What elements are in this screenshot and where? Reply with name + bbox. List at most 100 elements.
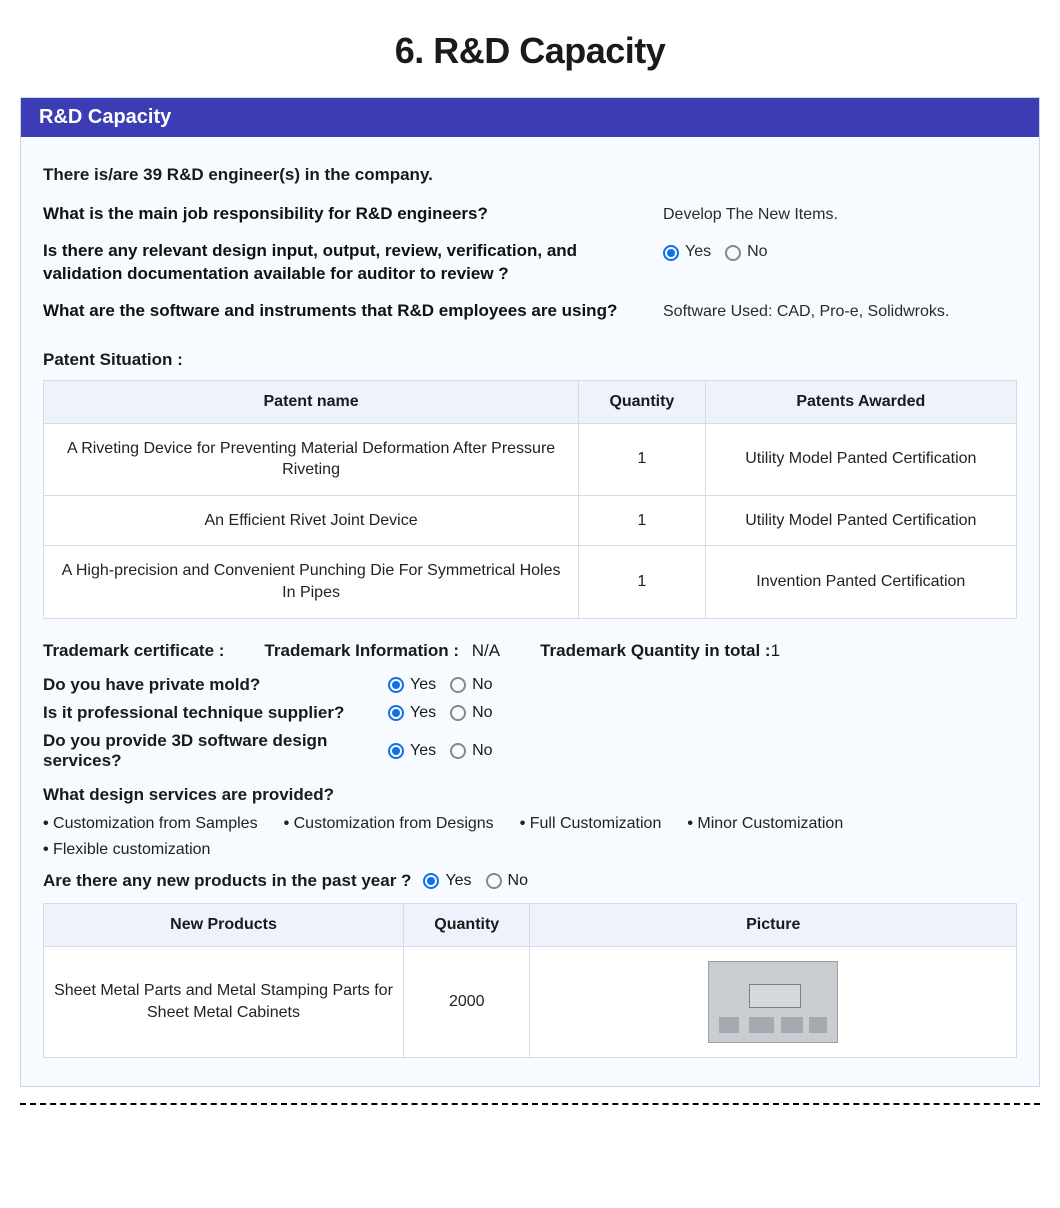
answer-text: Software Used: CAD, Pro-e, Solidwroks. [663, 300, 1017, 323]
radio-dot-icon [486, 873, 502, 889]
yn-new-products: Are there any new products in the past y… [43, 871, 1017, 891]
radio-no[interactable]: No [725, 241, 767, 263]
radio-no[interactable]: No [450, 742, 492, 760]
trademark-qty-value: 1 [771, 641, 780, 660]
radio-label: Yes [410, 676, 436, 694]
radio-dot-icon [450, 743, 466, 759]
radio-group: Yes No [423, 872, 528, 890]
trademark-qty: Trademark Quantity in total :1 [540, 641, 780, 661]
list-item: Minor Customization [687, 815, 843, 833]
cell-product-name: Sheet Metal Parts and Metal Stamping Par… [44, 946, 404, 1057]
question-label: Do you have private mold? [43, 675, 388, 695]
yn-3d-design-service: Do you provide 3D software design servic… [43, 731, 1017, 771]
trademark-info: Trademark Information : N/A [264, 641, 500, 661]
rd-capacity-panel: R&D Capacity There is/are 39 R&D enginee… [20, 97, 1040, 1087]
table-row: A High-precision and Convenient Punching… [44, 546, 1017, 618]
qa-design-documentation: Is there any relevant design input, outp… [43, 240, 1017, 286]
list-item: Customization from Samples [43, 815, 258, 833]
radio-group: Yes No [388, 676, 493, 694]
cell-quantity: 1 [579, 546, 705, 618]
qa-software-instruments: What are the software and instruments th… [43, 300, 1017, 323]
radio-dot-icon [450, 677, 466, 693]
trademark-info-value: N/A [472, 641, 500, 660]
question-label: What is the main job responsibility for … [43, 203, 633, 226]
design-services-label: What design services are provided? [43, 785, 1017, 805]
table-header-row: Patent name Quantity Patents Awarded [44, 380, 1017, 423]
qa-job-responsibility: What is the main job responsibility for … [43, 203, 1017, 226]
radio-group: Yes No [388, 704, 493, 722]
cell-patent-name: An Efficient Rivet Joint Device [44, 495, 579, 546]
radio-dot-icon [388, 743, 404, 759]
radio-yes[interactable]: Yes [388, 676, 436, 694]
answer-text: Develop The New Items. [663, 203, 1017, 226]
new-products-table: New Products Quantity Picture Sheet Meta… [43, 903, 1017, 1058]
radio-dot-icon [388, 705, 404, 721]
radio-yes[interactable]: Yes [663, 241, 711, 263]
col-quantity: Quantity [579, 380, 705, 423]
section-divider [20, 1103, 1040, 1105]
list-item: Full Customization [520, 815, 662, 833]
cell-quantity: 1 [579, 423, 705, 495]
radio-label: No [472, 742, 492, 760]
col-patent-name: Patent name [44, 380, 579, 423]
question-label: Do you provide 3D software design servic… [43, 731, 388, 771]
question-label: Is there any relevant design input, outp… [43, 240, 633, 286]
radio-no[interactable]: No [450, 676, 492, 694]
design-services-list: Customization from Samples Customization… [43, 815, 1017, 833]
radio-label: Yes [410, 742, 436, 760]
radio-label: No [508, 872, 528, 890]
radio-label: No [472, 676, 492, 694]
cell-award: Utility Model Panted Certification [705, 495, 1016, 546]
table-row: Sheet Metal Parts and Metal Stamping Par… [44, 946, 1017, 1057]
cell-award: Invention Panted Certification [705, 546, 1016, 618]
col-patents-awarded: Patents Awarded [705, 380, 1016, 423]
radio-dot-icon [663, 245, 679, 261]
radio-no[interactable]: No [450, 704, 492, 722]
radio-yes[interactable]: Yes [388, 704, 436, 722]
cell-patent-name: A Riveting Device for Preventing Materia… [44, 423, 579, 495]
panel-body: There is/are 39 R&D engineer(s) in the c… [21, 137, 1039, 1086]
cell-award: Utility Model Panted Certification [705, 423, 1016, 495]
trademark-cert-label: Trademark certificate : [43, 641, 224, 661]
panel-header: R&D Capacity [21, 98, 1039, 137]
patent-table: Patent name Quantity Patents Awarded A R… [43, 380, 1017, 619]
radio-group-design-doc: Yes No [663, 241, 1017, 263]
question-label: Is it professional technique supplier? [43, 703, 388, 723]
radio-label: Yes [685, 241, 711, 263]
radio-no[interactable]: No [486, 872, 528, 890]
table-header-row: New Products Quantity Picture [44, 903, 1017, 946]
radio-dot-icon [725, 245, 741, 261]
trademark-qty-label: Trademark Quantity in total : [540, 641, 771, 660]
question-label: Are there any new products in the past y… [43, 871, 411, 891]
list-item: Flexible customization [43, 841, 210, 859]
design-services-list-2: Flexible customization [43, 841, 1017, 859]
cell-picture [530, 946, 1017, 1057]
radio-label: Yes [410, 704, 436, 722]
page-title: 6. R&D Capacity [20, 30, 1040, 72]
col-picture: Picture [530, 903, 1017, 946]
radio-yes[interactable]: Yes [423, 872, 471, 890]
list-item: Customization from Designs [284, 815, 494, 833]
yn-professional-supplier: Is it professional technique supplier? Y… [43, 703, 1017, 723]
intro-engineer-count: There is/are 39 R&D engineer(s) in the c… [43, 165, 1017, 185]
radio-group: Yes No [388, 742, 493, 760]
table-row: A Riveting Device for Preventing Materia… [44, 423, 1017, 495]
radio-label: No [472, 704, 492, 722]
radio-yes[interactable]: Yes [388, 742, 436, 760]
table-row: An Efficient Rivet Joint Device 1 Utilit… [44, 495, 1017, 546]
radio-dot-icon [423, 873, 439, 889]
trademark-info-label: Trademark Information : [264, 641, 459, 660]
col-new-products: New Products [44, 903, 404, 946]
col-quantity: Quantity [404, 903, 530, 946]
radio-label: Yes [445, 872, 471, 890]
cell-quantity: 2000 [404, 946, 530, 1057]
question-label: What are the software and instruments th… [43, 300, 633, 323]
radio-label: No [747, 241, 767, 263]
yn-private-mold: Do you have private mold? Yes No [43, 675, 1017, 695]
product-drawing-thumbnail [708, 961, 838, 1043]
trademark-row: Trademark certificate : Trademark Inform… [43, 641, 1017, 661]
radio-dot-icon [388, 677, 404, 693]
cell-patent-name: A High-precision and Convenient Punching… [44, 546, 579, 618]
patent-section-label: Patent Situation : [43, 350, 1017, 370]
radio-dot-icon [450, 705, 466, 721]
